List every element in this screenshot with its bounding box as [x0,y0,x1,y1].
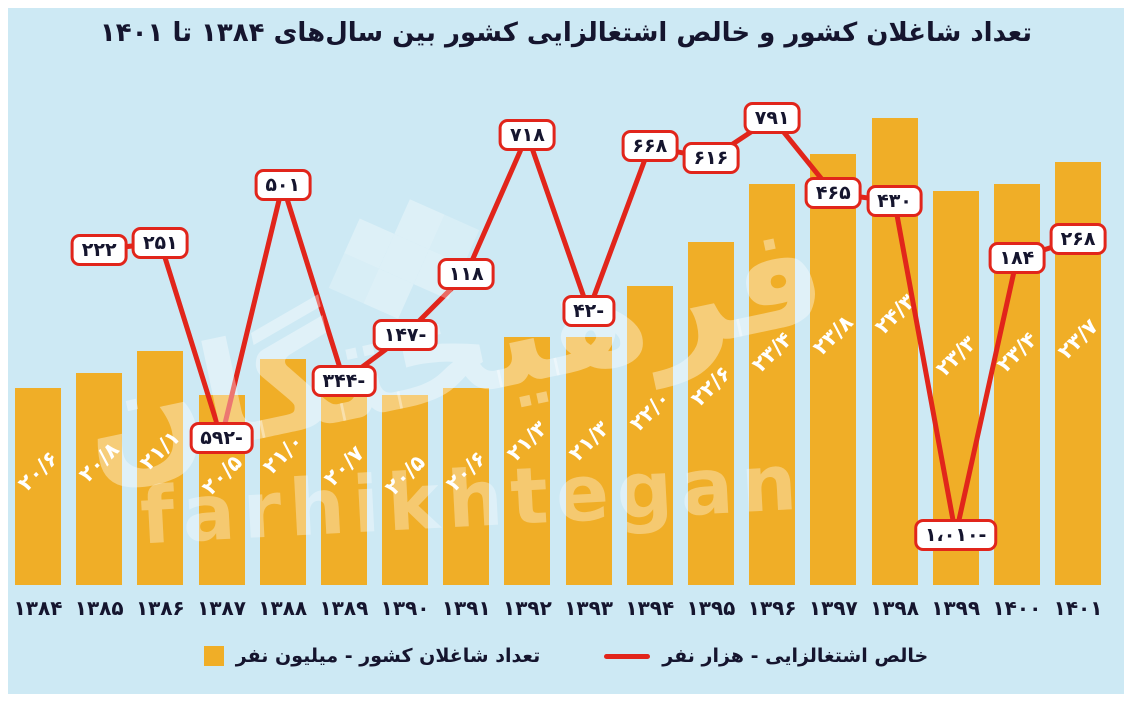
legend-item-line: خالص اشتغالزایی - هزار نفر [604,645,928,667]
line-point-label: ۶۱۶ [682,142,740,175]
bar [504,336,551,585]
legend-item-bars: تعداد شاغلان کشور - میلیون نفر [203,645,541,667]
bar [565,336,612,585]
bar [749,183,796,585]
line-point-label: ۶۶۸ [621,130,679,163]
bar-swatch-icon [203,646,224,666]
line-point-label: ۴۳۰ [866,185,923,218]
bar [137,351,184,585]
line-point-label: ۴۶۵ [804,177,862,210]
bar [626,285,673,585]
x-axis-label: ۱۳۸۹ [319,596,369,620]
x-axis-label: ۱۳۸۷ [197,596,246,620]
line-point-label: ۳۴۴- [311,364,377,397]
x-axis-label: ۱۳۹۱ [441,596,491,620]
x-axis-label: ۱۴۰۰ [992,596,1042,620]
x-axis-label: ۱۳۸۵ [74,596,124,620]
x-axis-label: ۱۳۹۳ [564,596,614,620]
line-point-label: ۲۶۸ [1049,222,1107,255]
bar [259,358,306,585]
legend-line-label: خالص اشتغالزایی - هزار نفر [662,645,929,667]
legend-bars-label: تعداد شاغلان کشور - میلیون نفر [235,645,541,667]
page-title: تعداد شاغلان کشور و خالص اشتغالزایی کشور… [99,18,1033,48]
x-axis-label: ۱۳۹۲ [503,596,552,620]
x-axis-label: ۱۳۸۶ [135,596,185,620]
line-point-label: ۱۴۷- [372,319,438,352]
x-axis-label: ۱۳۹۰ [380,596,430,620]
line-point-label: ۷۱۸ [499,118,556,151]
legend: تعداد شاغلان کشور - میلیون نفر خالص اشتغ… [0,645,1132,667]
line-point-label: ۴۲- [562,294,616,327]
x-axis-label: ۱۳۹۹ [931,596,981,620]
line-point-label: ۵۹۲- [189,422,254,455]
x-axis-label: ۱۳۸۸ [258,596,308,620]
x-axis-label: ۱۳۹۸ [870,596,919,620]
bar [810,154,857,585]
x-axis-label: ۱۴۰۱ [1053,596,1103,620]
x-axis-label: ۱۳۹۴ [625,596,675,620]
x-axis-label: ۱۳۸۴ [13,596,63,620]
x-axis-label: ۱۳۹۷ [808,596,858,620]
line-point-label: ۲۵۱ [131,226,189,259]
line-point-label: ۱۸۴ [988,242,1046,275]
line-swatch-icon [604,653,651,659]
bar [687,241,734,585]
line-point-label: ۱۱۸ [437,257,495,290]
line-point-label: ۱،۰۱۰- [913,518,998,551]
x-axis-label: ۱۳۹۵ [686,596,736,620]
x-axis-label: ۱۳۹۶ [747,596,797,620]
line-point-label: ۷۹۱ [743,101,801,134]
bar [15,387,61,585]
line-point-label: ۵۰۱ [254,169,312,202]
line-point-label: ۲۲۲ [70,233,128,266]
